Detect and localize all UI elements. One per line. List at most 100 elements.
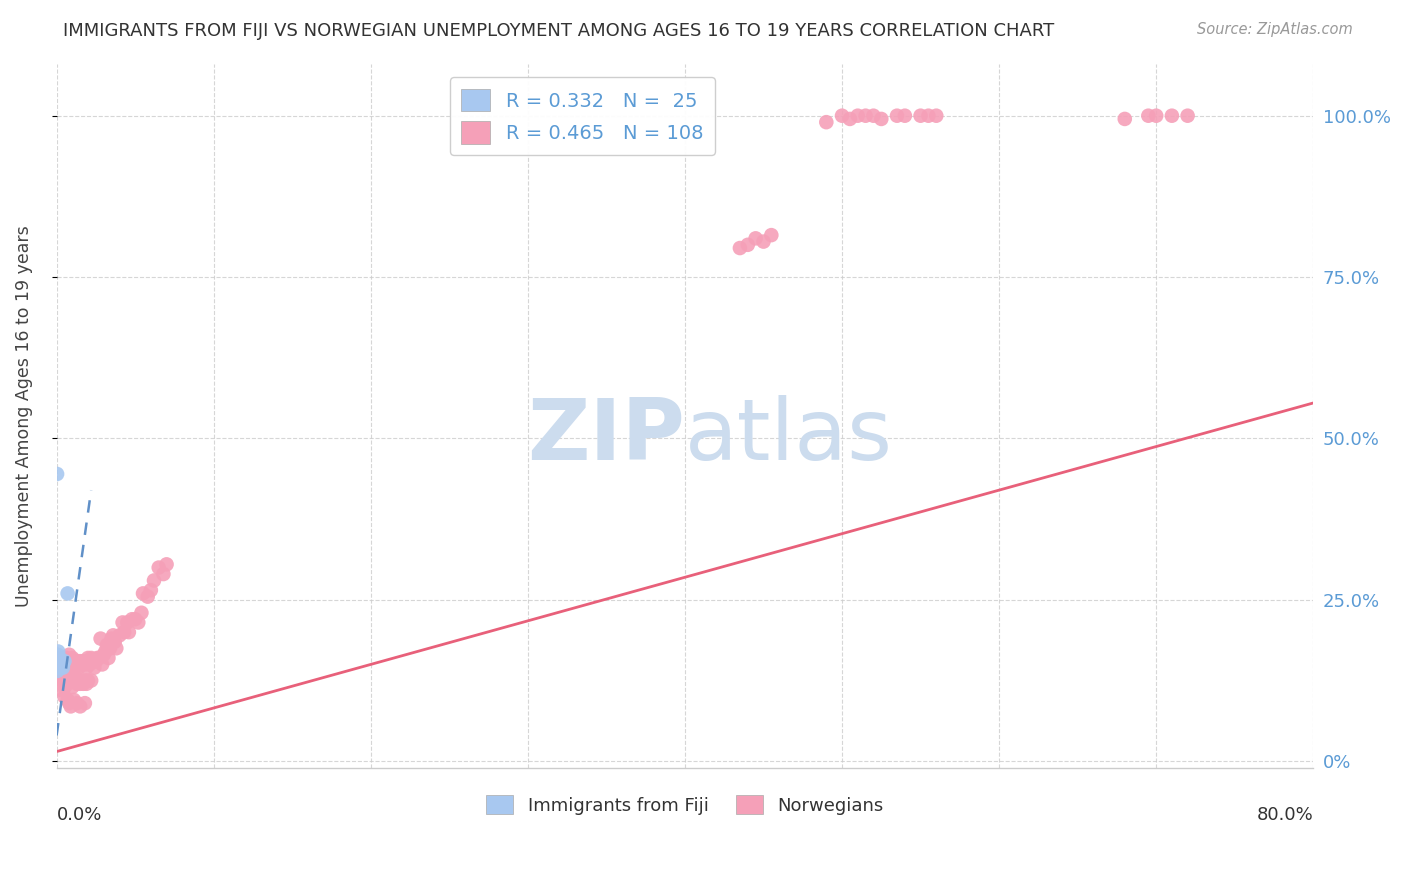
Point: [846, 109, 869, 123]
Point: [96, 638, 118, 652]
Point: [80, 651, 103, 665]
Point: [131, 606, 153, 620]
Point: [49, 654, 72, 668]
Point: [56, 693, 79, 707]
Text: ZIP: ZIP: [527, 395, 685, 478]
Point: [56, 654, 79, 668]
Point: [1114, 112, 1136, 126]
Point: [917, 109, 939, 123]
Point: [46, 467, 69, 481]
Point: [72, 677, 94, 691]
Point: [45, 660, 67, 674]
Point: [101, 628, 124, 642]
Point: [75, 677, 97, 691]
Point: [1144, 109, 1167, 123]
Point: [98, 641, 121, 656]
Point: [111, 615, 134, 630]
Text: 80.0%: 80.0%: [1257, 806, 1313, 824]
Point: [56, 664, 79, 678]
Point: [53, 690, 76, 704]
Point: [73, 696, 96, 710]
Point: [53, 680, 76, 694]
Point: [46, 658, 69, 673]
Point: [69, 699, 91, 714]
Point: [761, 228, 783, 243]
Point: [67, 660, 90, 674]
Point: [48, 651, 70, 665]
Y-axis label: Unemployment Among Ages 16 to 19 years: Unemployment Among Ages 16 to 19 years: [15, 225, 32, 607]
Point: [79, 657, 101, 672]
Point: [65, 657, 87, 672]
Point: [925, 109, 948, 123]
Point: [66, 696, 89, 710]
Point: [48, 651, 70, 665]
Point: [48, 654, 70, 668]
Point: [60, 664, 83, 678]
Point: [48, 649, 70, 664]
Point: [59, 660, 82, 674]
Point: [46, 651, 69, 665]
Point: [886, 109, 908, 123]
Point: [93, 648, 115, 662]
Point: [139, 583, 162, 598]
Point: [77, 673, 100, 688]
Point: [56, 677, 79, 691]
Point: [69, 654, 91, 668]
Point: [59, 699, 82, 714]
Point: [55, 673, 77, 688]
Point: [51, 657, 73, 672]
Point: [1161, 109, 1184, 123]
Point: [862, 109, 884, 123]
Point: [77, 651, 100, 665]
Point: [56, 586, 79, 600]
Point: [45, 654, 67, 668]
Point: [127, 615, 149, 630]
Point: [100, 632, 122, 646]
Point: [105, 641, 128, 656]
Point: [52, 660, 75, 674]
Point: [63, 673, 86, 688]
Point: [65, 670, 87, 684]
Point: [46, 670, 69, 684]
Point: [152, 567, 174, 582]
Point: [148, 560, 170, 574]
Point: [1137, 109, 1160, 123]
Point: [80, 673, 103, 688]
Point: [48, 652, 70, 666]
Point: [737, 237, 759, 252]
Point: [46, 654, 69, 668]
Point: [910, 109, 932, 123]
Point: [66, 654, 89, 668]
Point: [728, 241, 751, 255]
Point: [744, 231, 766, 245]
Point: [53, 654, 76, 668]
Point: [108, 628, 131, 642]
Point: [831, 109, 853, 123]
Point: [63, 693, 86, 707]
Point: [73, 657, 96, 672]
Text: IMMIGRANTS FROM FIJI VS NORWEGIAN UNEMPLOYMENT AMONG AGES 16 TO 19 YEARS CORRELA: IMMIGRANTS FROM FIJI VS NORWEGIAN UNEMPL…: [63, 22, 1054, 40]
Text: atlas: atlas: [685, 395, 893, 478]
Point: [59, 673, 82, 688]
Point: [49, 660, 72, 674]
Point: [48, 656, 70, 670]
Point: [60, 680, 83, 694]
Point: [46, 648, 69, 662]
Point: [55, 651, 77, 665]
Point: [124, 612, 146, 626]
Point: [46, 657, 69, 672]
Point: [58, 648, 80, 662]
Point: [91, 657, 114, 672]
Point: [815, 115, 838, 129]
Point: [46, 664, 69, 678]
Point: [118, 625, 141, 640]
Point: [838, 112, 860, 126]
Point: [1177, 109, 1199, 123]
Point: [870, 112, 893, 126]
Point: [94, 644, 117, 658]
Point: [104, 635, 127, 649]
Point: [117, 615, 139, 630]
Point: [855, 109, 877, 123]
Point: [155, 558, 177, 572]
Point: [894, 109, 917, 123]
